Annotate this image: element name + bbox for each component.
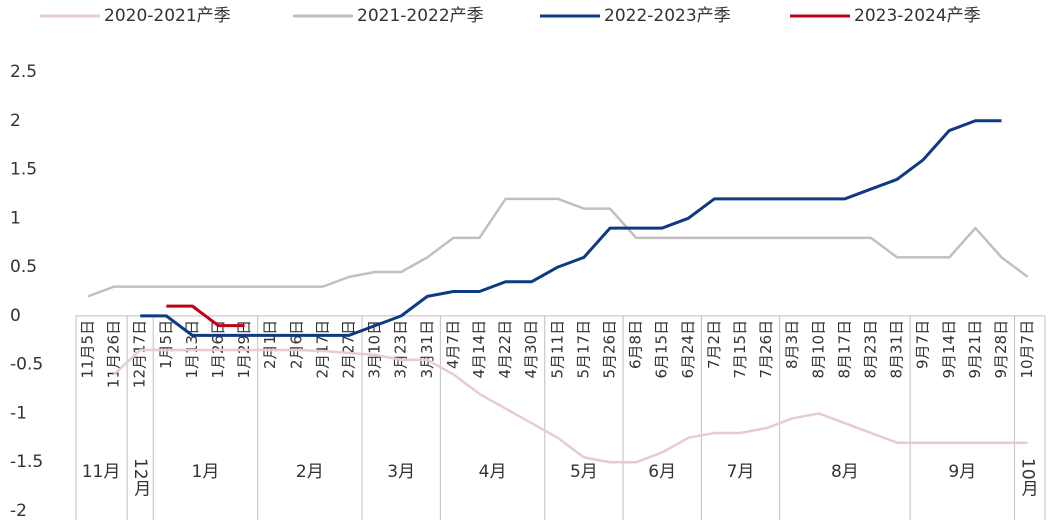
x-tick-label: 4月14日 — [470, 320, 488, 379]
y-tick-label: 2.5 — [10, 62, 37, 82]
month-label: 2月 — [296, 462, 324, 482]
x-tick-label: 5月11日 — [548, 320, 566, 379]
x-tick-label: 9月28日 — [992, 320, 1010, 379]
x-tick-label: 6月24日 — [679, 320, 697, 379]
month-label: 10月 — [1018, 458, 1039, 497]
month-label: 6月 — [648, 462, 676, 482]
x-tick-label: 7月15日 — [731, 320, 749, 379]
month-label: 5月 — [570, 462, 598, 482]
legend-label: 2021-2022产季 — [357, 6, 484, 26]
x-tick-label: 3月10日 — [366, 320, 384, 379]
x-tick-label: 2月27日 — [340, 320, 358, 379]
x-tick-label: 9月21日 — [966, 320, 984, 379]
month-label: 8月 — [831, 462, 859, 482]
y-tick-label: -1.5 — [10, 452, 43, 472]
y-tick-label: 0 — [10, 306, 21, 326]
x-tick-label: 4月30日 — [522, 320, 540, 379]
x-tick-label: 8月23日 — [862, 320, 880, 379]
x-tick-label: 7月26日 — [757, 320, 775, 379]
series-line — [140, 119, 1002, 337]
month-label: 11月 — [82, 462, 121, 482]
x-tick-label: 8月3日 — [783, 320, 801, 369]
x-tick-label: 2月1日 — [261, 320, 279, 369]
x-tick-label: 6月15日 — [653, 320, 671, 379]
y-tick-label: 0.5 — [10, 257, 37, 277]
y-tick-label: -1 — [10, 403, 27, 423]
legend-label: 2023-2024产季 — [854, 6, 981, 26]
x-tick-label: 2月6日 — [287, 320, 305, 369]
legend-label: 2022-2023产季 — [604, 6, 731, 26]
x-tick-label: 8月10日 — [809, 320, 827, 379]
series-line — [166, 304, 245, 328]
y-tick-label: -0.5 — [10, 355, 43, 375]
x-tick-label: 5月26日 — [601, 320, 619, 379]
y-tick-label: 1 — [10, 208, 21, 228]
series-line — [87, 197, 1029, 298]
month-label: 12月 — [130, 458, 151, 497]
y-tick-label: 1.5 — [10, 160, 37, 180]
x-tick-label: 10月7日 — [1018, 320, 1036, 379]
x-tick-label: 7月2日 — [705, 320, 723, 369]
x-tick-label: 4月7日 — [444, 320, 462, 369]
month-label: 3月 — [387, 462, 415, 482]
month-label: 9月 — [948, 462, 976, 482]
x-tick-label: 9月14日 — [940, 320, 958, 379]
x-tick-label: 11月26日 — [105, 320, 123, 388]
month-label: 1月 — [192, 462, 220, 482]
month-label: 7月 — [727, 462, 755, 482]
month-label: 4月 — [479, 462, 507, 482]
x-tick-label: 11月5日 — [79, 320, 97, 379]
x-tick-label: 5月17日 — [574, 320, 592, 379]
x-tick-label: 2月17日 — [313, 320, 331, 379]
x-tick-label: 9月7日 — [914, 320, 932, 369]
legend-label: 2020-2021产季 — [104, 6, 231, 26]
series-line — [113, 348, 1028, 464]
x-tick-label: 8月17日 — [835, 320, 853, 379]
y-tick-label: 2 — [10, 111, 21, 131]
x-tick-label: 3月31日 — [418, 320, 436, 379]
x-tick-label: 6月8日 — [627, 320, 645, 369]
y-tick-label: -2 — [10, 501, 27, 521]
x-tick-label: 1月5日 — [157, 320, 175, 369]
x-tick-label: 12月17日 — [131, 320, 149, 388]
x-tick-label: 4月22日 — [496, 320, 514, 379]
x-tick-label: 3月23日 — [392, 320, 410, 379]
x-tick-label: 8月31日 — [888, 320, 906, 379]
